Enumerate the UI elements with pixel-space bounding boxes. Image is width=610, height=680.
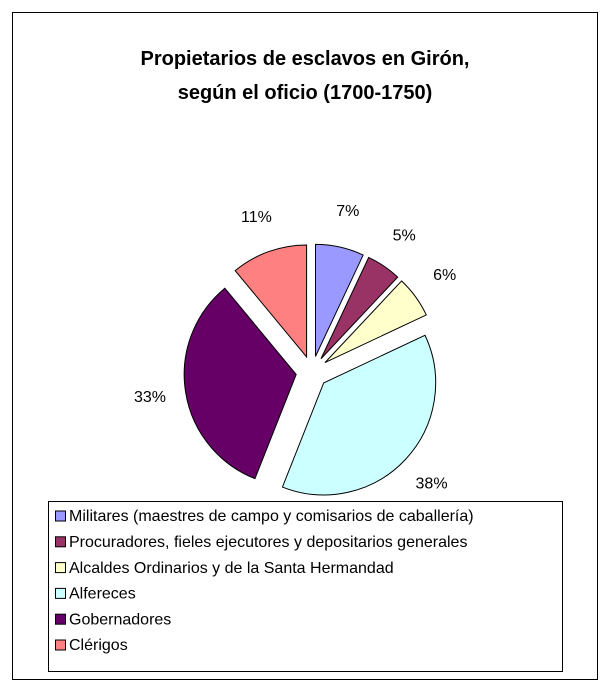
pie-slice xyxy=(234,244,308,359)
data-label: 5% xyxy=(393,228,416,245)
pie-slice xyxy=(314,243,364,357)
legend-label: Alfereces xyxy=(69,586,136,603)
legend-swatch xyxy=(55,639,66,651)
pie-slice xyxy=(320,256,399,360)
legend-swatch xyxy=(55,536,66,548)
data-label: 7% xyxy=(336,203,359,220)
pie-slice xyxy=(183,287,297,480)
legend-label: Alcaldes Ordinarios y de la Santa Herman… xyxy=(69,560,394,577)
legend-label: Militares (maestres de campo y comisario… xyxy=(69,508,474,525)
legend-label: Procuradores, fieles ejecutores y deposi… xyxy=(69,534,467,551)
chart-title: Propietarios de esclavos en Girón, según… xyxy=(140,48,470,104)
legend-label: Gobernadores xyxy=(69,611,171,628)
legend-swatch xyxy=(55,613,66,625)
data-label: 6% xyxy=(433,267,456,284)
data-label: 11% xyxy=(241,209,272,226)
legend-label: Clérigos xyxy=(69,637,128,654)
data-label: 33% xyxy=(134,389,166,406)
pie-slice xyxy=(324,280,427,364)
legend-swatch xyxy=(55,510,66,522)
legend-swatch xyxy=(55,587,66,599)
legend-box xyxy=(48,501,563,672)
data-label: 38% xyxy=(416,475,448,492)
legend-swatch xyxy=(55,562,66,574)
pie-slice xyxy=(281,334,437,496)
